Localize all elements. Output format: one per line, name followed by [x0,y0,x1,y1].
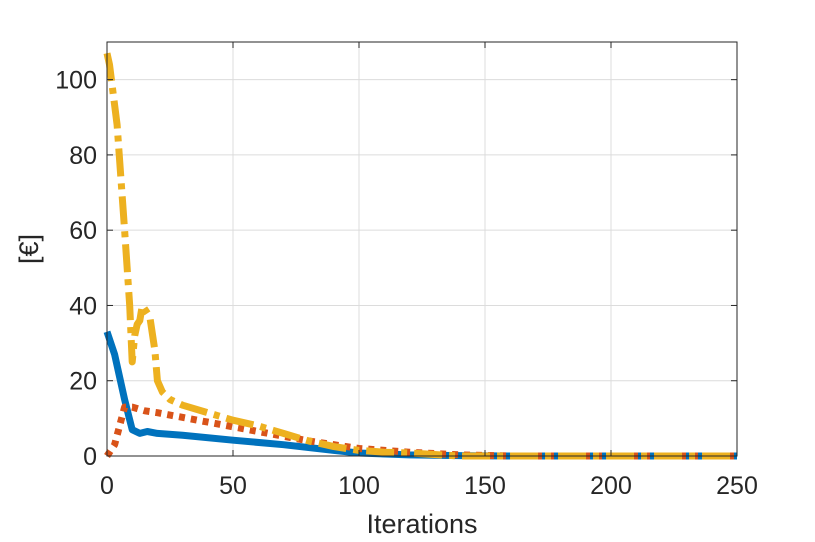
series-layer [103,52,737,460]
plot-frame [106,41,738,457]
series-line-3 [103,52,737,460]
x-tick-label: 200 [590,472,632,500]
x-tick-label: 250 [716,472,758,500]
x-axis: 0 50 100 150 200 250 [100,42,758,500]
series-line-2 [104,403,737,460]
x-tick-label: 150 [464,472,506,500]
y-axis-label: [€] [14,234,44,264]
y-tick-label: 20 [69,368,97,396]
grid [106,42,738,457]
x-tick-label: 100 [338,472,380,500]
y-tick-label: 100 [55,67,97,95]
y-tick-label: 80 [69,142,97,170]
y-tick-label: 0 [83,443,97,471]
y-tick-label: 40 [69,292,97,320]
y-tick-label: 60 [69,217,97,245]
y-axis: 0 20 40 60 80 100 [55,67,737,471]
x-axis-label: Iterations [366,509,477,539]
x-tick-label: 50 [219,472,247,500]
x-tick-label: 0 [100,472,114,500]
series-line-1 [103,330,737,460]
